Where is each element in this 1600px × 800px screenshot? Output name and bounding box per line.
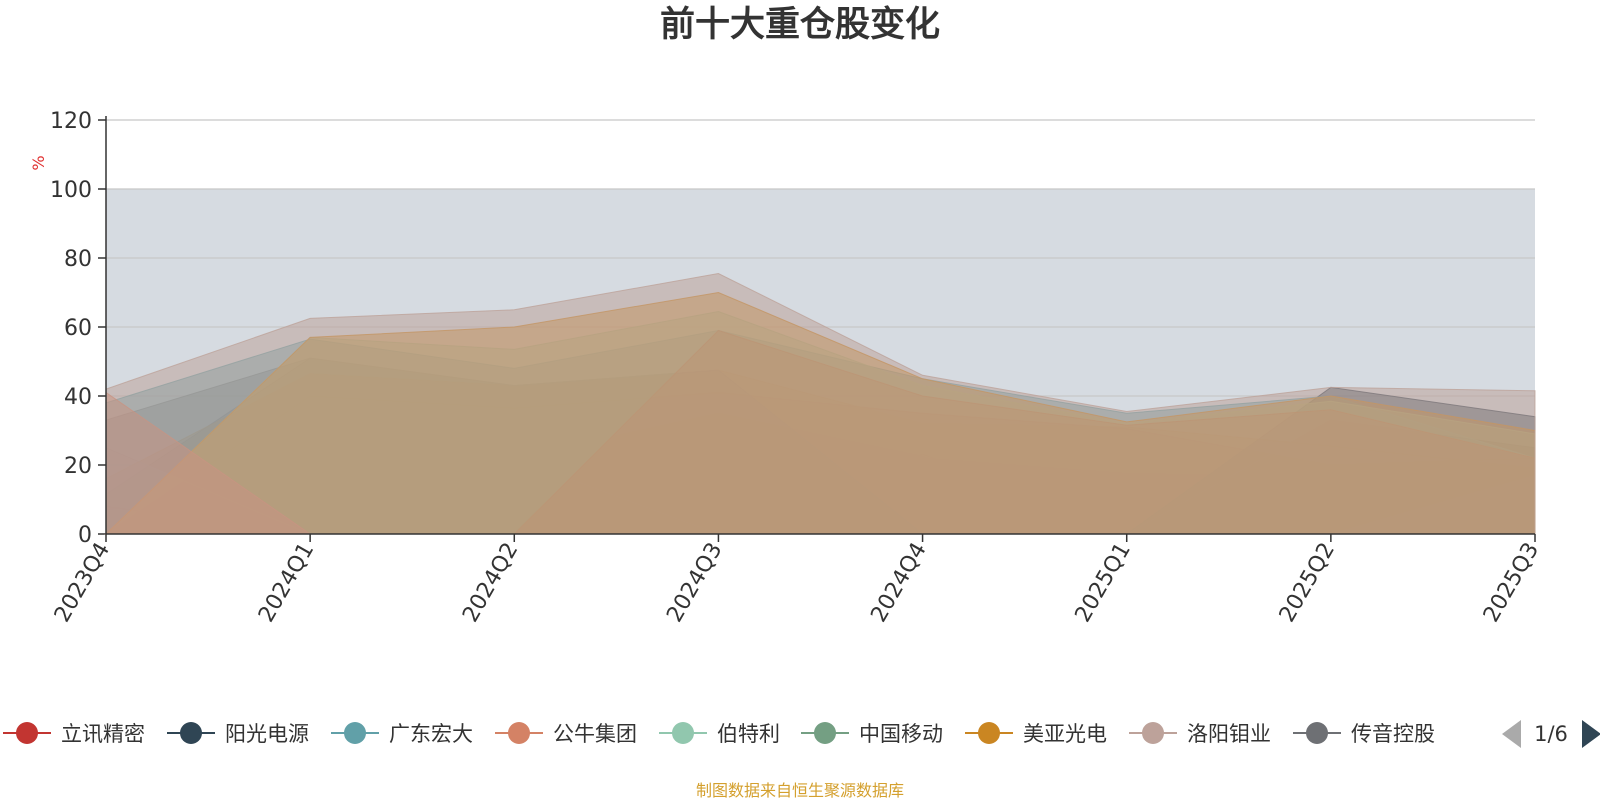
legend-label: 传音控股 <box>1351 722 1435 746</box>
legend-marker <box>814 722 836 744</box>
legend-label: 中国移动 <box>859 722 943 746</box>
source-note: 制图数据来自恒生聚源数据库 <box>696 781 904 800</box>
x-tick-label: 2025Q1 <box>1071 539 1136 627</box>
y-axis-unit: % <box>29 155 48 170</box>
x-tick-label: 2024Q3 <box>662 539 727 627</box>
legend-marker <box>1306 722 1328 744</box>
y-tick-label: 40 <box>64 385 92 410</box>
legend-marker <box>1142 722 1164 744</box>
x-tick-label: 2024Q2 <box>458 539 523 627</box>
legend-label: 伯特利 <box>717 722 780 746</box>
legend-marker <box>508 722 530 744</box>
legend-next-arrow-icon[interactable] <box>1582 720 1600 748</box>
y-tick-label: 60 <box>64 316 92 341</box>
x-tick-label: 2023Q4 <box>50 539 115 627</box>
x-tick-label: 2025Q3 <box>1479 539 1544 627</box>
x-tick-label: 2024Q4 <box>866 539 931 627</box>
legend-label: 洛阳钼业 <box>1187 722 1271 746</box>
legend-marker <box>672 722 694 744</box>
legend: 立讯精密 阳光电源 广东宏大 公牛集团 伯特利 中国移动 美亚光电 洛阳钼业 传音控股 1/6 <box>3 720 1600 748</box>
y-tick-label: 100 <box>50 178 92 203</box>
legend-marker <box>978 722 1000 744</box>
y-tick-label: 0 <box>78 523 92 548</box>
legend-label: 立讯精密 <box>61 722 145 746</box>
chart-title: 前十大重仓股变化 <box>660 5 940 45</box>
legend-marker <box>344 722 366 744</box>
legend-page-indicator: 1/6 <box>1534 722 1568 746</box>
legend-label: 美亚光电 <box>1023 722 1107 746</box>
y-tick-label: 80 <box>64 247 92 272</box>
plot-area: 0 20 40 60 80 100 120 2023Q4 2024Q1 2024Q2 2024Q3 2… <box>50 109 1544 627</box>
legend-label: 广东宏大 <box>389 722 473 746</box>
x-tick-label: 2025Q2 <box>1275 539 1340 627</box>
x-tick-label: 2024Q1 <box>254 539 319 627</box>
legend-prev-arrow-icon[interactable] <box>1502 720 1521 748</box>
legend-marker <box>180 722 202 744</box>
legend-marker <box>16 722 38 744</box>
legend-items: 立讯精密 阳光电源 广东宏大 公牛集团 伯特利 中国移动 美亚光电 洛阳钼业 传音控股 <box>3 722 1435 746</box>
y-tick-label: 120 <box>50 109 92 134</box>
legend-label: 阳光电源 <box>225 722 309 746</box>
y-tick-label: 20 <box>64 454 92 479</box>
legend-label: 公牛集团 <box>553 722 637 746</box>
